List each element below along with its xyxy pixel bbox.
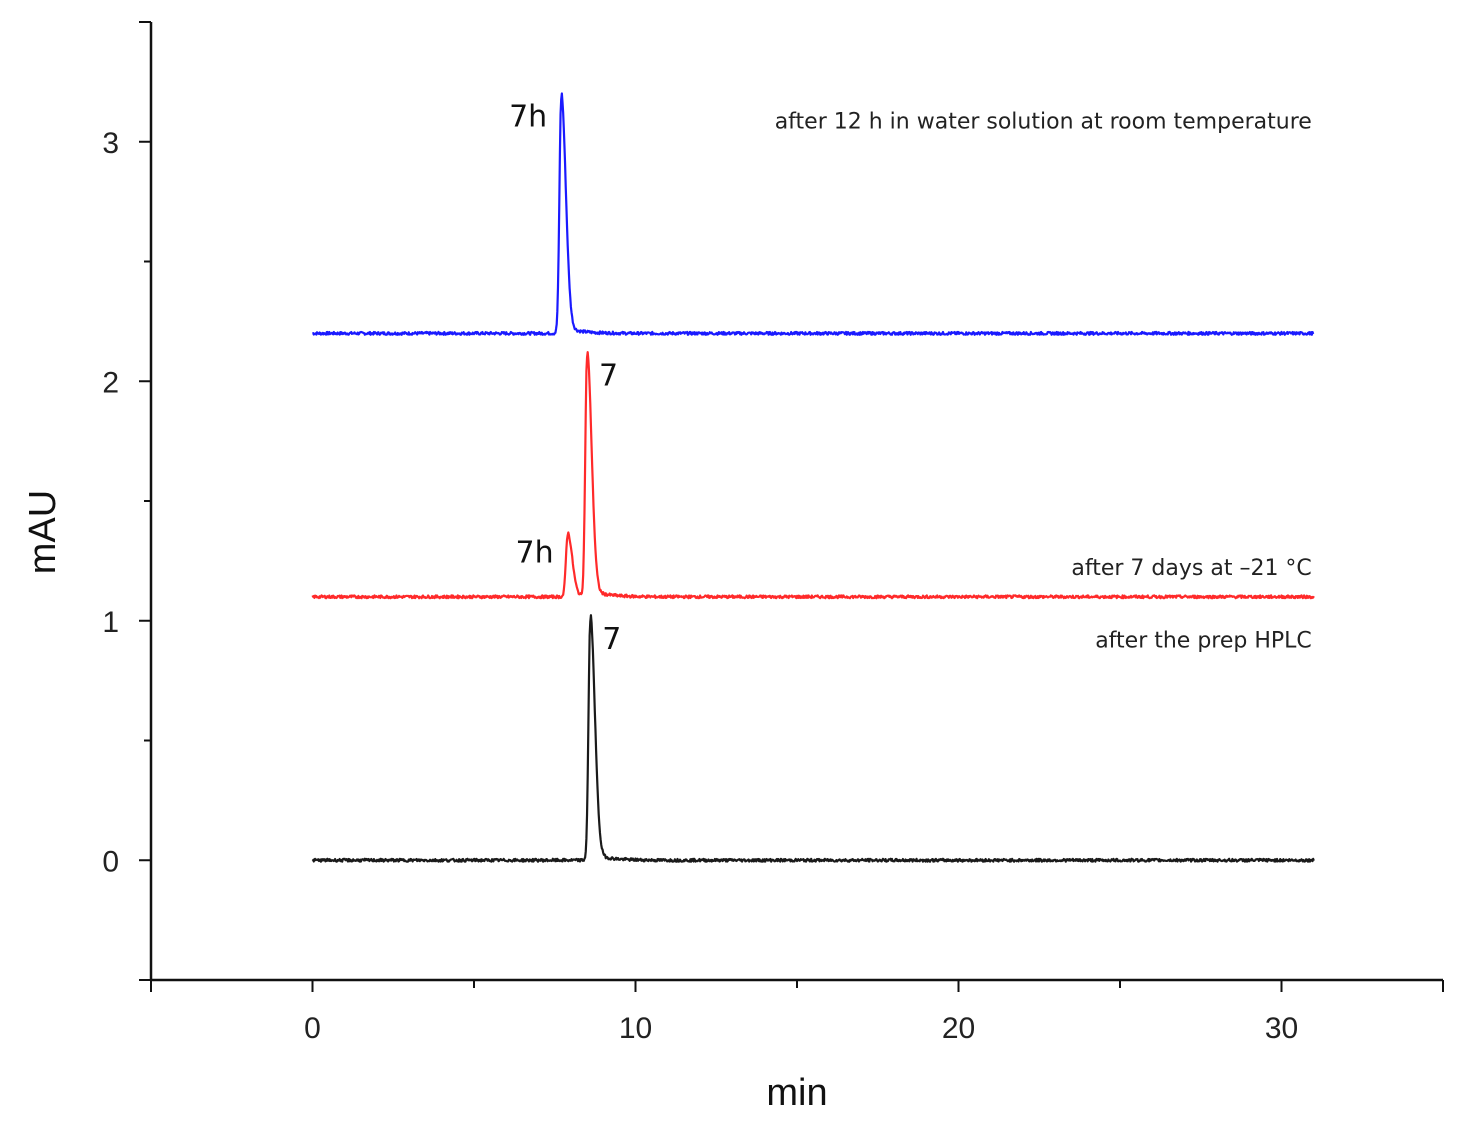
y-tick-label: 1 (102, 606, 119, 639)
trace-line-1 (312, 92, 1315, 336)
trace-line-2 (311, 351, 1315, 600)
series-label-3: after the prep HPLC (1095, 628, 1312, 653)
peak-label: 7h (516, 536, 554, 571)
y-tick-label: 2 (102, 366, 119, 399)
x-tick-label: 20 (942, 1012, 975, 1045)
traces (311, 92, 1315, 863)
x-tick-label: 0 (304, 1012, 321, 1045)
axes: 0 10 20 30 0 1 2 3 (102, 21, 1444, 1045)
peak-label: 7 (599, 358, 618, 393)
series-label-2: after 7 days at –21 °C (1071, 556, 1311, 581)
peak-label: 7h (509, 100, 547, 135)
y-axis-title: mAU (22, 490, 64, 574)
x-tick-label: 10 (619, 1012, 652, 1045)
peak-label: 7 (602, 622, 621, 657)
x-axis-title: min (766, 1072, 827, 1114)
y-tick-label: 0 (102, 845, 119, 878)
x-tick-label: 30 (1265, 1012, 1298, 1045)
labels: after 12 h in water solution at room tem… (509, 100, 1312, 657)
y-tick-label: 3 (102, 127, 119, 160)
trace-line-3 (311, 614, 1315, 863)
series-label-1: after 12 h in water solution at room tem… (775, 109, 1312, 134)
